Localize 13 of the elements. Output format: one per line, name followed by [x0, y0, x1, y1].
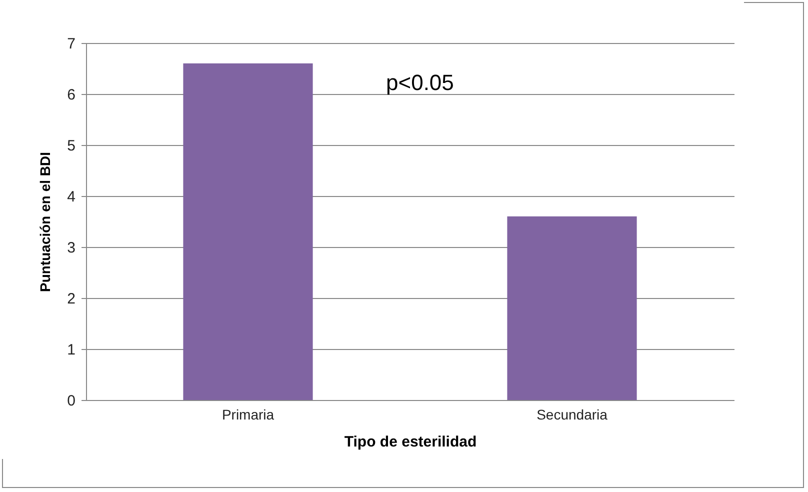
y-tick-label: 1	[67, 342, 76, 358]
y-tick-label: 4	[67, 188, 76, 206]
y-tick-label: 2	[67, 290, 76, 308]
y-tick-label: 6	[67, 86, 76, 104]
x-tick-label: Secundaria	[536, 406, 608, 422]
x-axis-title: Tipo de esterilidad	[344, 434, 477, 450]
x-tick-label: Primaria	[222, 406, 274, 422]
annotation: p<0.05	[386, 70, 454, 95]
y-tick-label: 5	[67, 138, 76, 154]
y-axis-title: Puntuación en el BDI	[37, 152, 54, 292]
y-tick-label: 7	[67, 36, 76, 52]
y-tick-label: 0	[67, 392, 76, 410]
y-tick-label: 3	[67, 240, 76, 256]
